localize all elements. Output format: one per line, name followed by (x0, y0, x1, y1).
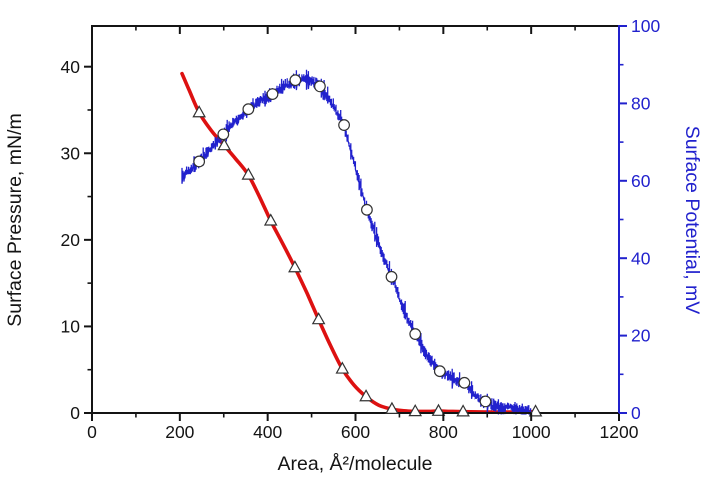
x-tick-label: 400 (253, 422, 282, 442)
potential-circle-marker (242, 103, 255, 116)
potential-circle-marker (479, 395, 492, 408)
potential-circle-marker (338, 119, 350, 131)
x-tick-label: 0 (87, 422, 97, 442)
x-axis-title: Area, Å²/molecule (278, 452, 433, 475)
pressure-triangle-marker (359, 389, 373, 402)
ticks-layer: 0 200 400 600 800 1000 12000102030400204060801… (61, 16, 661, 442)
y-left-tick-label: 30 (61, 143, 81, 163)
pressure-triangle-marker (288, 260, 302, 273)
y-left-axis-title: Surface Pressure, mN/m (4, 113, 26, 326)
x-tick-label: 600 (341, 422, 370, 442)
axes-frame (91, 25, 620, 414)
y-right-tick-label: 0 (631, 403, 641, 423)
potential-circle-marker (361, 203, 373, 216)
y-right-axis-title: Surface Potential, mV (681, 126, 703, 315)
pressure-triangle-marker (431, 403, 446, 416)
x-tick-label: 800 (429, 422, 458, 442)
potential-circle-marker (314, 80, 326, 93)
surface-pressure-curve (180, 71, 538, 414)
potential-circle-marker (217, 128, 230, 141)
pressure-triangle-marker (192, 105, 206, 118)
y-right-tick-label: 60 (631, 171, 651, 191)
pressure-triangle-marker (408, 404, 423, 417)
y-left-tick-label: 0 (70, 403, 80, 423)
pressure-triangle-marker (528, 404, 543, 417)
pressure-triangle-marker (385, 401, 399, 414)
y-left-tick-label: 40 (61, 57, 81, 77)
potential-circle-marker (193, 155, 206, 168)
y-left-tick-label: 10 (61, 317, 81, 337)
potential-circle-marker (289, 74, 302, 87)
potential-circle-marker (458, 376, 471, 389)
y-right-tick-label: 100 (631, 16, 660, 36)
potential-circle-marker (266, 88, 279, 101)
y-right-tick-label: 80 (631, 94, 651, 114)
curves-layer (180, 69, 538, 416)
surface-potential-curve (181, 69, 532, 416)
x-tick-label: 1200 (600, 422, 639, 442)
pressure-triangle-marker (217, 138, 232, 151)
x-tick-label: 1000 (512, 422, 551, 442)
x-tick-label: 200 (165, 422, 194, 442)
pressure-triangle-marker (456, 404, 470, 417)
potential-circle-marker (385, 270, 398, 283)
y-right-tick-label: 40 (631, 248, 651, 268)
pressure-triangle-marker (335, 361, 350, 374)
y-right-tick-label: 20 (631, 326, 651, 346)
potential-circle-marker (409, 328, 422, 340)
y-left-tick-label: 20 (61, 230, 81, 250)
potential-circle-marker (433, 365, 446, 378)
pressure-triangle-marker (263, 213, 278, 226)
pressure-triangle-marker (241, 167, 256, 180)
markers-layer (192, 74, 543, 417)
pressure-triangle-marker (311, 312, 326, 325)
